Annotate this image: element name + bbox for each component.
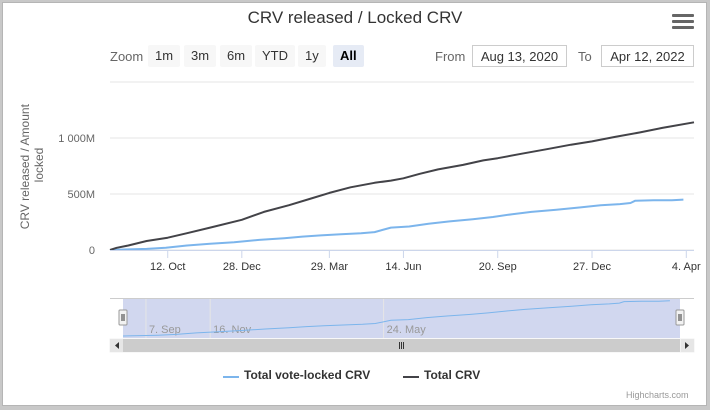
zoom-all-button[interactable]: All bbox=[333, 45, 364, 67]
legend-swatch-vote-locked bbox=[223, 376, 239, 378]
y-tick-label: 0 bbox=[89, 245, 95, 257]
y-axis-label: CRV released / Amount locked bbox=[18, 101, 46, 230]
navigator-series-line bbox=[122, 300, 670, 337]
zoom-label: Zoom bbox=[110, 49, 144, 64]
credits-link[interactable]: Highcharts.com bbox=[626, 390, 689, 400]
navigator-left-handle[interactable] bbox=[118, 309, 128, 326]
grid-lines bbox=[110, 81, 694, 251]
navigator-tick-label: 16. Nov bbox=[213, 324, 251, 336]
legend-item-total[interactable]: Total CRV bbox=[424, 368, 481, 382]
zoom-6m-button[interactable]: 6m bbox=[220, 45, 253, 67]
scrollbar-grip-icon bbox=[399, 342, 404, 349]
to-date-input[interactable]: Apr 12, 2022 bbox=[601, 45, 694, 67]
hamburger-icon[interactable] bbox=[672, 14, 694, 32]
x-tick-label: 4. Apr bbox=[672, 261, 701, 273]
legend-item-vote-locked[interactable]: Total vote-locked CRV bbox=[244, 368, 371, 382]
y-tick-label: 500M bbox=[67, 189, 95, 201]
scrollbar-right-arrow-icon[interactable] bbox=[681, 339, 694, 352]
x-tick-label: 29. Mar bbox=[311, 261, 349, 273]
series-line-total bbox=[109, 121, 695, 251]
x-tick-label: 27. Dec bbox=[573, 261, 611, 273]
navigator-tick-label: 24. May bbox=[387, 324, 427, 336]
x-tick-label: 14. Jun bbox=[385, 261, 421, 273]
zoom-ytd-button[interactable]: YTD bbox=[255, 45, 295, 67]
zoom-1y-button[interactable]: 1y bbox=[298, 45, 326, 67]
legend-swatch-total bbox=[403, 376, 419, 378]
navigator[interactable]: 7. Sep 16. Nov 24. May bbox=[109, 298, 695, 353]
zoom-3m-button[interactable]: 3m bbox=[184, 45, 217, 67]
scrollbar-left-arrow-icon[interactable] bbox=[110, 339, 123, 352]
to-label: To bbox=[578, 49, 592, 64]
legend: Total vote-locked CRV Total CRV bbox=[0, 368, 710, 386]
navigator-tick-label: 7. Sep bbox=[149, 324, 181, 336]
series-layer bbox=[109, 121, 695, 251]
y-tick-label: 1 000M bbox=[58, 133, 95, 145]
x-tick-label: 20. Sep bbox=[479, 261, 517, 273]
navigator-right-handle[interactable] bbox=[675, 309, 685, 326]
chart-title: CRV released / Locked CRV bbox=[247, 8, 463, 27]
axes: 0 500M 1 000M 12. Oct 28. Dec 29. Mar 14. Jun 2… bbox=[58, 133, 701, 273]
zoom-1m-button[interactable]: 1m bbox=[148, 45, 181, 67]
x-tick-label: 28. Dec bbox=[223, 261, 261, 273]
series-line-vote-locked bbox=[109, 198, 684, 251]
from-date-input[interactable]: Aug 13, 2020 bbox=[472, 45, 567, 67]
x-tick-label: 12. Oct bbox=[150, 261, 185, 273]
from-label: From bbox=[435, 49, 466, 64]
